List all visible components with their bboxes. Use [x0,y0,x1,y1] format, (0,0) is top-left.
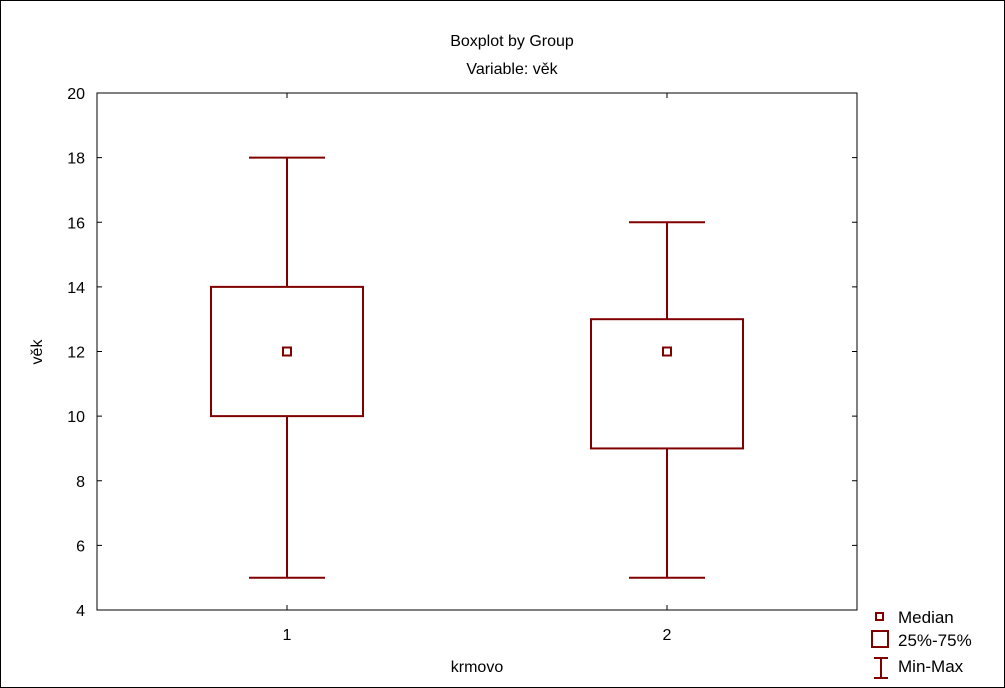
legend-box-icon [871,630,889,648]
median-marker [282,346,292,357]
legend-median-label: Median [898,608,954,627]
y-tick-label: 12 [67,345,85,362]
x-tick-label: 1 [283,627,292,644]
chart-title: Boxplot by Group [450,33,574,50]
legend-whisker-label: Min-Max [898,657,964,676]
y-tick-label: 4 [76,603,85,620]
legend-whisker-icon [874,657,888,679]
x-axis-label: krmovo [451,659,504,676]
median-marker [662,346,672,357]
y-tick-label: 8 [76,474,85,491]
box-group-1 [210,156,364,579]
y-tick-label: 16 [67,215,85,232]
x-tick-label: 2 [663,627,672,644]
y-tick-label: 6 [76,538,85,555]
chart-subtitle: Variable: věk [466,61,558,78]
legend: Median 25%-75% Min-Max [871,608,972,679]
y-tick-label: 18 [67,151,85,168]
y-tick-label: 10 [67,409,85,426]
y-tick-label: 14 [67,280,85,297]
boxes-layer [210,156,744,579]
box-group-2 [590,221,744,579]
legend-median-icon [875,612,884,621]
iqr-box [590,318,744,450]
y-axis: 4 6 8 10 12 14 16 18 20 [67,86,857,620]
y-tick-label: 20 [67,86,85,103]
legend-box-label: 25%-75% [898,631,972,650]
y-axis-label: věk [29,339,46,365]
